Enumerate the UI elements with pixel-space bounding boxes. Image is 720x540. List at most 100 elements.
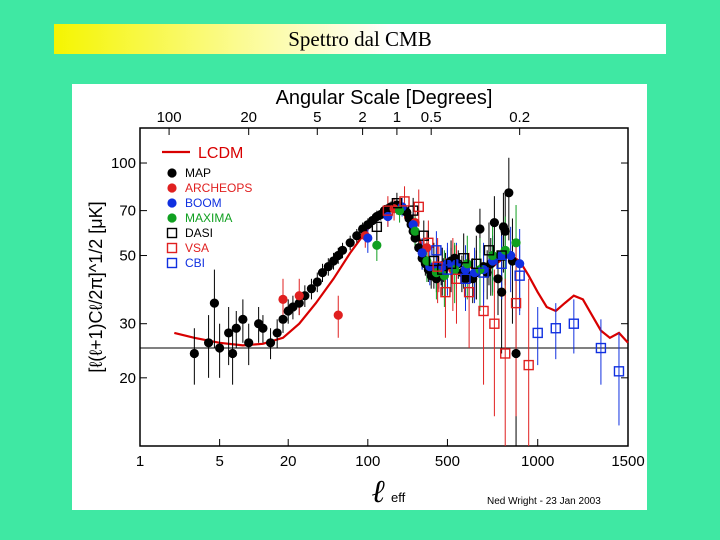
maxima-data-point [500, 245, 510, 255]
x-axis-symbol: ℓ [372, 472, 386, 510]
cbi-data-point [550, 323, 561, 334]
cbi-data-point [478, 267, 489, 278]
legend-archeops-label: ARCHEOPS [185, 181, 252, 195]
map-data-point [511, 348, 521, 359]
cbi-data-point [496, 258, 507, 269]
map-data-point [189, 348, 199, 359]
boom-data-point [383, 211, 393, 222]
top-axis-title: Angular Scale [Degrees] [276, 87, 493, 109]
dasi-data-point [458, 253, 469, 264]
top-tick-label: 2 [358, 109, 366, 126]
x-tick-label: 100 [355, 453, 380, 470]
boom-data-point [515, 259, 525, 269]
cbi-data-point [431, 245, 442, 256]
cbi-data-point [568, 318, 580, 329]
legend-cbi-swatch [166, 257, 178, 269]
vsa-data-point [463, 286, 475, 298]
map-data-point [317, 267, 328, 278]
map-data-point [272, 328, 282, 338]
legend-map-swatch [167, 168, 177, 178]
maxima-data-point [410, 226, 420, 236]
vsa-data-point [523, 359, 534, 371]
slide-title: Spettro dal CMB [288, 26, 432, 51]
cmb-spectrum-figure: 20 30 50 70 100 1 5 20 100 500 1000 1500 100 20 5 2 1 0… [72, 84, 647, 510]
map-data-point [238, 314, 248, 324]
map-data-point [306, 284, 317, 294]
map-data-point [410, 233, 420, 243]
top-tick-label: 5 [313, 109, 321, 126]
y-tick-label: 50 [119, 248, 136, 265]
dasi-data-point [407, 205, 419, 216]
boom-data-point [363, 233, 373, 243]
vsa-data-point [423, 237, 434, 249]
vsa-data-point [399, 196, 410, 207]
legend-dasi-swatch [166, 227, 178, 239]
legend-vsa-label: VSA [185, 241, 209, 255]
top-tick-label: 1 [393, 109, 401, 126]
legend-cbi-label: CBI [185, 256, 205, 270]
y-axis-title: [ℓ(ℓ+1)Cℓ/2π]^1/2 [μK] [86, 201, 106, 372]
maxima-data-point [431, 267, 442, 278]
archeops-data-point [278, 294, 288, 304]
plot-frame [139, 127, 629, 447]
dasi-data-point [445, 258, 457, 269]
map-data-point [352, 231, 362, 241]
map-data-point [244, 338, 254, 348]
dasi-data-point [496, 250, 507, 261]
maxima-data-point [487, 250, 498, 261]
dasi-data-point [371, 221, 383, 233]
cbi-data-point [613, 366, 625, 377]
maxima-data-point [475, 264, 485, 275]
cbi-data-point [595, 342, 607, 354]
map-data-point [224, 328, 234, 338]
cmb-spectrum-chart: 20 30 50 70 100 1 5 20 100 500 1000 1500 100 20 5 2 1 0… [86, 87, 645, 510]
map-data-point [294, 298, 304, 308]
legend-boom-label: BOOM [185, 196, 222, 210]
maxima-data-point [462, 259, 472, 269]
vsa-data-point [432, 261, 443, 272]
map-data-point [504, 188, 514, 198]
dasi-data-point [483, 245, 495, 256]
map-data-point [337, 245, 348, 255]
cbi-data-point [514, 270, 525, 281]
legend-dasi-label: DASI [185, 226, 213, 240]
x-tick-label: 500 [435, 453, 460, 470]
legend-lcdm-label: LCDM [198, 145, 243, 162]
legend-boom-swatch [167, 198, 177, 208]
x-tick-label: 5 [215, 453, 223, 470]
cbi-data-point [442, 264, 453, 275]
map-data-point [265, 338, 276, 348]
vsa-data-point [382, 205, 394, 216]
map-data-point [475, 224, 485, 234]
x-tick-label: 1000 [521, 453, 554, 470]
vsa-data-point [489, 318, 500, 329]
y-axis-label: [ℓ(ℓ+1)Cℓ/2π]^1/2 [μK] [86, 201, 106, 372]
slide-title-bar: Spettro dal CMB [54, 24, 666, 54]
y-tick-label: 100 [111, 155, 136, 172]
map-data-point [278, 314, 288, 324]
maxima-data-point [372, 240, 382, 250]
x-tick-label: 1500 [611, 453, 644, 470]
x-axis-subscript: eff [391, 490, 406, 505]
map-data-point [497, 287, 507, 297]
dasi-data-point [391, 198, 403, 209]
maxima-data-point [422, 256, 432, 266]
dasi-data-point [428, 255, 440, 267]
map-data-point [215, 343, 225, 353]
x-axis-title: ℓ eff [372, 472, 406, 510]
legend-map-label: MAP [185, 166, 211, 180]
top-tick-label: 20 [240, 109, 257, 126]
map-data-point [489, 217, 499, 228]
maxima-data-point [439, 271, 449, 281]
legend-archeops-swatch [167, 183, 177, 193]
legend-maxima-swatch [167, 213, 177, 223]
dasi-data-point [471, 258, 482, 269]
top-tick-label: 100 [157, 109, 182, 126]
y-tick-label: 70 [119, 203, 136, 220]
y-tick-label: 30 [119, 316, 136, 333]
map-data-point [345, 238, 355, 248]
cbi-data-point [460, 273, 471, 284]
cbi-data-point [532, 327, 543, 339]
map-data-point [493, 274, 503, 284]
vsa-data-point [510, 297, 522, 309]
